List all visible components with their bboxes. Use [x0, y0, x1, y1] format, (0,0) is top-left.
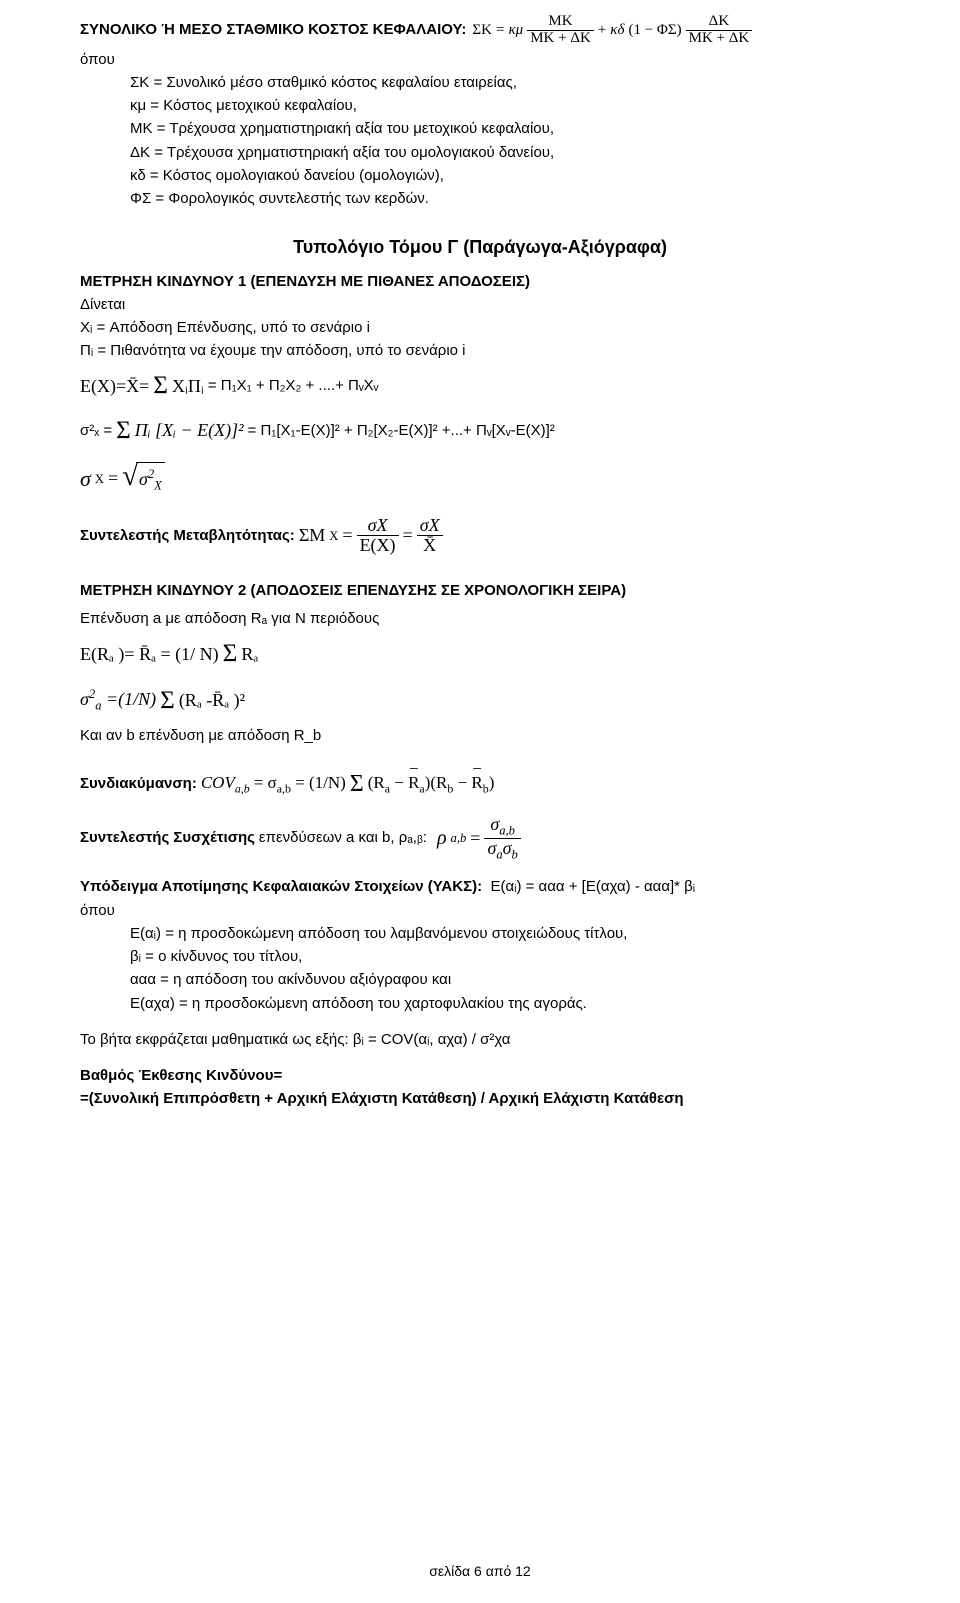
eq-sign: = [496, 20, 504, 40]
yaks-label: Υπόδειγμα Αποτίμησης Κεφαλαιακών Στοιχεί… [80, 878, 482, 895]
frac-den2: MK + ΔΚ [686, 31, 753, 47]
sigma-icon: Σ [160, 688, 175, 713]
wacc-km: κμ [508, 20, 523, 40]
def-kd: κδ = Κόστος ομολογιακού δανείου (ομολογι… [130, 166, 880, 186]
risk1-title: ΜΕΤΡΗΣΗ ΚΙΝΔΥΝΟΥ 1 (ΕΠΕΝΔΥΣΗ ΜΕ ΠΙΘΑΝΕΣ … [80, 272, 880, 292]
frac-num: MK [527, 14, 594, 31]
vara-formula: σ2a =(1/N) Σ (Rₐ -R̄ₐ )² [80, 684, 880, 716]
sd-sub: X [95, 469, 104, 489]
ex-term: XᵢΠᵢ [172, 372, 204, 401]
sd-sigma: σ [80, 461, 91, 496]
exposure-l1: Βαθμός Έκθεσης Κινδύνου= [80, 1066, 880, 1086]
wacc-sk: ΣΚ [472, 20, 492, 40]
cv-den2: X̄ [417, 536, 443, 555]
sd-formula: σ X = √ σ2X [80, 461, 880, 496]
risk1-pi: Πᵢ = Πιθανότητα να έχουμε την απόδοση, υ… [80, 341, 880, 361]
corr-sub: a,b [451, 828, 467, 848]
risk1-given: Δίνεται [80, 295, 880, 315]
section-title: Τυπολόγιο Τόμου Γ (Παράγωγα-Αξιόγραφα) [80, 235, 880, 259]
risk1-xi: Xᵢ = Απόδοση Επένδυσης, υπό το σενάριο i [80, 318, 880, 338]
yaks-l3: ααα = η απόδοση του ακίνδυνου αξιόγραφου… [130, 970, 880, 990]
cv-eq2: = [403, 521, 413, 550]
var-rhs: = Π₁[X₁-E(X)]² + Π₂[X₂-E(X)]² +...+ Πᵥ[X… [248, 419, 555, 443]
cov-term: (Ra − R−a)(Rb − R−b) [368, 772, 495, 796]
cv-sm: ΣΜ [299, 521, 325, 550]
var-formula: σ²ₓ = Σ Πᵢ [Xᵢ − E(X)]² = Π₁[X₁-E(X)]² +… [80, 416, 880, 445]
def-sk: ΣΚ = Συνολικό μέσο σταθμικό κόστος κεφαλ… [130, 73, 880, 93]
risk2-title: ΜΕΤΡΗΣΗ ΚΙΝΔΥΝΟΥ 2 (ΑΠΟΔΟΣΕΙΣ ΕΠΕΝΔΥΣΗΣ … [80, 581, 880, 601]
def-km: κμ = Κόστος μετοχικού κεφαλαίου, [130, 96, 880, 116]
cv-frac2: σX X̄ [417, 516, 443, 555]
corr-txt: επενδύσεων a και b, ρₐ,ᵦ: [259, 828, 427, 848]
page-footer: σελίδα 6 από 12 [0, 1562, 960, 1581]
sqrt-icon: √ σ2X [122, 462, 165, 496]
corr-eq: = [470, 824, 480, 853]
ex-rhs: = Π₁X₁ + Π₂X₂ + ....+ ΠᵥXᵥ [208, 374, 379, 398]
cov-cov: COVa,b [201, 772, 250, 796]
corr-row: Συντελεστής Συσχέτισης επενδύσεων a και … [80, 815, 880, 862]
sigma-icon: Σ [153, 373, 168, 398]
era-term: Rₐ [241, 640, 258, 669]
cv-frac1: σX E(X) [357, 516, 399, 555]
def-fs: ΦΣ = Φορολογικός συντελεστής των κερδών. [130, 189, 880, 209]
cv-sub: X [329, 526, 338, 546]
corr-formula: ρa,b = σa,b σaσb [437, 815, 521, 862]
frac-mk: MK MK + ΔΚ [527, 14, 594, 47]
wacc-formula: ΣΚ = κμ MK MK + ΔΚ + κδ (1 − ΦΣ) ΔΚ MK +… [472, 14, 752, 47]
cov-row: Συνδιακύμανση: COVa,b = σa,b = (1/N) Σ (… [80, 762, 880, 806]
corr-frac: σa,b σaσb [484, 815, 520, 862]
yaks-l1: Ε(αᵢ) = η προσδοκώμενη απόδοση του λαμβα… [130, 924, 880, 944]
risk2-intro: Επένδυση a με απόδοση Rₐ για N περιόδους [80, 609, 880, 629]
vara-term: (Rₐ -R̄ₐ )² [179, 686, 245, 715]
era-lhs: E(Rₐ )= R̄ₐ = (1/ N) [80, 640, 219, 669]
opou-1: όπου [80, 50, 880, 70]
yaks-l4: Ε(αχα) = η προσδοκώμενη απόδοση του χαρτ… [130, 994, 880, 1014]
frac-dk: ΔΚ MK + ΔΚ [686, 14, 753, 47]
cov-formula: COVa,b = σa,b = (1/N) Σ (Ra − R−a)(Rb − … [201, 772, 495, 796]
cov-label: Συνδιακύμανση: [80, 774, 197, 794]
def-dk: ΔΚ = Τρέχουσα χρηματιστηριακή αξία του ο… [130, 143, 880, 163]
cv-eq: = [342, 521, 352, 550]
era-formula: E(Rₐ )= R̄ₐ = (1/ N) Σ Rₐ [80, 640, 880, 669]
wacc-kd: κδ [610, 20, 624, 40]
cv-label: Συντελεστής Μεταβλητότητας: [80, 526, 295, 546]
cv-den1: E(X) [357, 536, 399, 555]
cv-row: Συντελεστής Μεταβλητότητας: ΣΜX = σX E(X… [80, 506, 880, 565]
yaks-l2: βᵢ = ο κίνδυνος του τίτλου, [130, 947, 880, 967]
andb: Και αν b επένδυση με απόδοση R_b [80, 726, 880, 746]
corr-label: Συντελεστής Συσχέτισης [80, 828, 255, 848]
frac-den: MK + ΔΚ [527, 31, 594, 47]
sigma-icon: Σ [116, 418, 131, 443]
cv-num1: σX [357, 516, 399, 536]
sigma-icon: Σ [223, 641, 238, 666]
yaks-line: Υπόδειγμα Αποτίμησης Κεφαλαιακών Στοιχεί… [80, 877, 880, 897]
var-lhs: σ²ₓ = [80, 419, 112, 443]
plus-sign: + [598, 20, 606, 40]
var-term1: Πᵢ [Xᵢ − E(X)]² [135, 416, 244, 445]
sd-eq: = [108, 464, 118, 493]
cv-formula: ΣΜX = σX E(X) = σX X̄ [299, 516, 443, 555]
corr-rho: ρ [437, 822, 447, 854]
exposure-l2: =(Συνολική Επιπρόσθετη + Αρχική Ελάχιστη… [80, 1089, 880, 1109]
ex-lhs: E(X)=X̄= [80, 372, 149, 401]
wacc-fs: (1 − ΦΣ) [628, 20, 681, 40]
yaks-formula: Ε(αᵢ) = ααα + [Ε(αχα) - ααα]* βᵢ [490, 878, 695, 895]
sigma-icon: Σ [350, 773, 364, 797]
vara-lhs: σ2a =(1/N) [80, 684, 156, 716]
ex-formula: E(X)=X̄= Σ XᵢΠᵢ = Π₁X₁ + Π₂X₂ + ....+ Πᵥ… [80, 372, 880, 401]
wacc-title-row: ΣΥΝΟΛΙΚΟ Ή ΜΕΣΟ ΣΤΑΘΜΙΚΟ ΚΟΣΤΟΣ ΚΕΦΑΛΑΙΟ… [80, 20, 880, 47]
wacc-label: ΣΥΝΟΛΙΚΟ Ή ΜΕΣΟ ΣΤΑΘΜΙΚΟ ΚΟΣΤΟΣ ΚΕΦΑΛΑΙΟ… [80, 20, 466, 40]
beta-line: Το βήτα εκφράζεται μαθηματικά ως εξής: β… [80, 1030, 880, 1050]
cv-num2: σX [417, 516, 443, 536]
opou-2: όπου [80, 901, 880, 921]
frac-num2: ΔΚ [686, 14, 753, 31]
def-mk: ΜΚ = Τρέχουσα χρηματιστηριακή αξία του μ… [130, 119, 880, 139]
